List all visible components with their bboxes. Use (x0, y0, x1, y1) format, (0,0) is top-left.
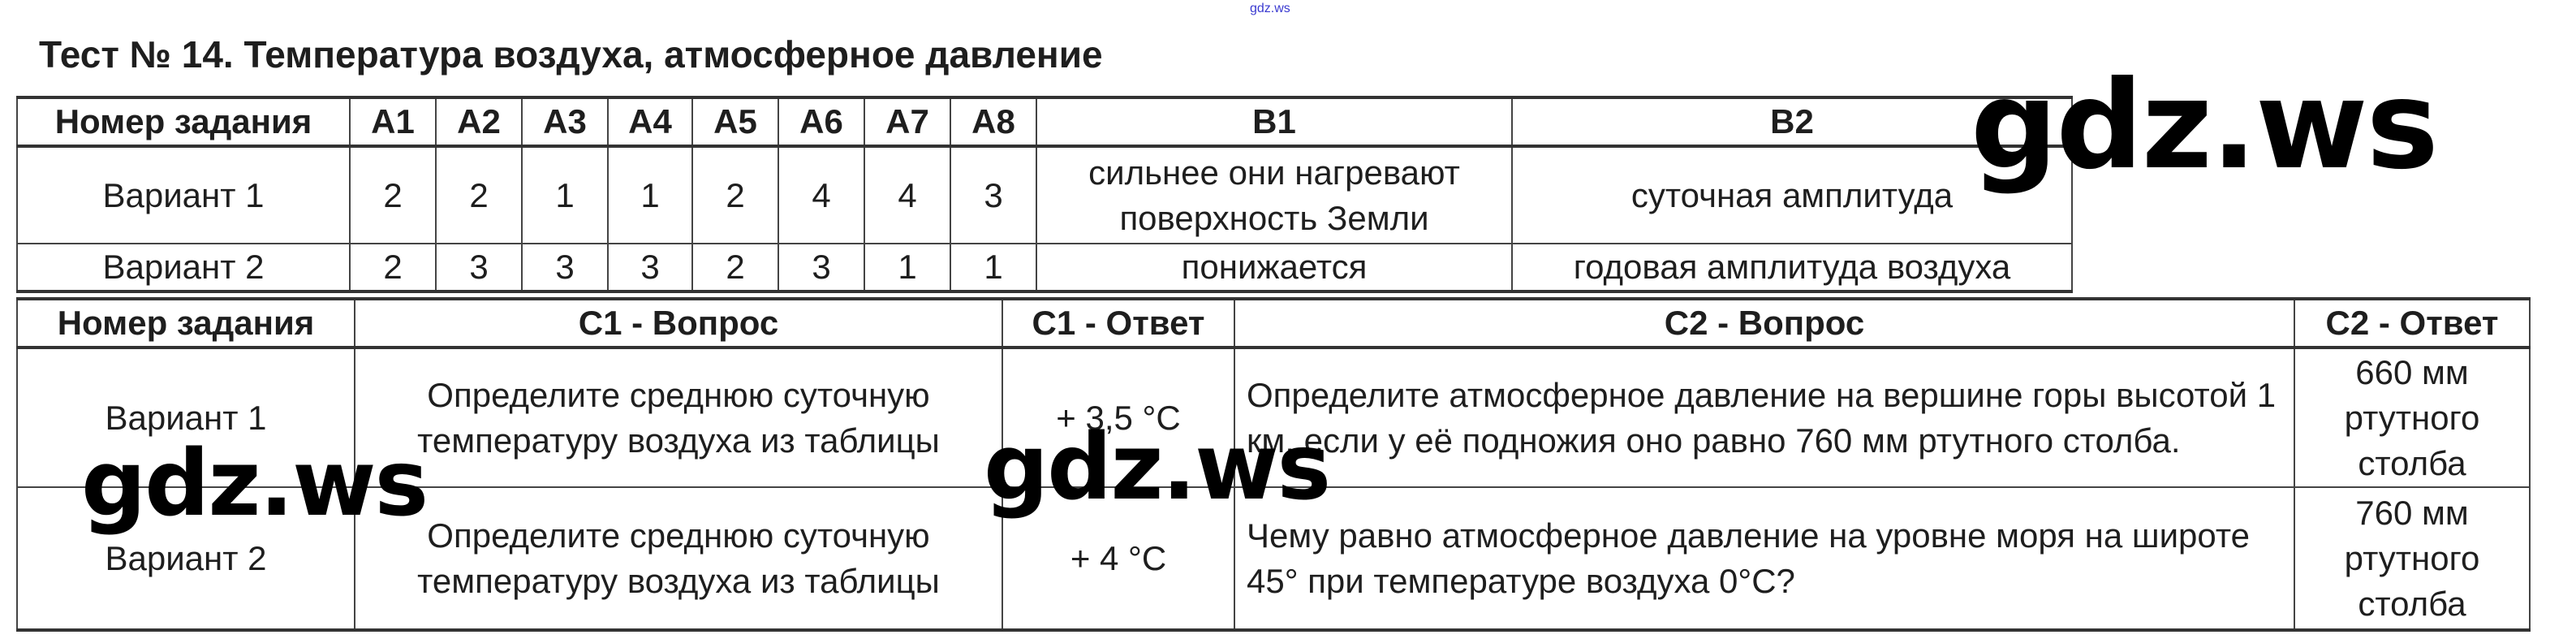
cell: Чему равно атмосферное давление на уровн… (1234, 486, 2295, 632)
cell: Вариант 2 (16, 486, 355, 632)
header-cell: A1 (349, 96, 437, 148)
header-cell: C1 - Вопрос (354, 297, 1003, 349)
cell: Вариант 2 (16, 243, 351, 293)
cell: 1 (950, 243, 1037, 293)
watermark: gdz.ws (1971, 55, 2439, 196)
table-header-row: Номер задания C1 - Вопрос C1 - Ответ C2 … (16, 297, 2531, 349)
header-cell: A6 (778, 96, 865, 148)
header-cell: C2 - Вопрос (1234, 297, 2295, 349)
answers-table-a-b: Номер задания A1 A2 A3 A4 A5 A6 A7 A8 B1… (16, 96, 2073, 293)
table-row: Вариант 2 Определите среднюю суточную те… (16, 486, 2531, 632)
cell: 1 (864, 243, 951, 293)
header-cell: A3 (521, 96, 609, 148)
cell: 4 (864, 145, 951, 244)
cell: 1 (521, 145, 609, 244)
cell: 3 (778, 243, 865, 293)
cell: Вариант 1 (16, 347, 355, 488)
header-cell: Номер задания (16, 96, 351, 148)
page-title: Тест № 14. Температура воздуха, атмосфер… (39, 33, 1103, 76)
header-cell: A5 (691, 96, 779, 148)
small-watermark: gdz.ws (1250, 2, 1290, 15)
cell: 2 (435, 145, 523, 244)
cell: 3 (607, 243, 693, 293)
cell: Вариант 1 (16, 145, 351, 244)
cell: 660 мм ртутного столба (2294, 347, 2531, 488)
cell: 2 (691, 145, 779, 244)
cell: Определите атмосферное давление на верши… (1234, 347, 2295, 488)
cell: 1 (607, 145, 693, 244)
cell: Определите среднюю суточную температуру … (354, 486, 1003, 632)
header-cell: Номер задания (16, 297, 355, 349)
header-cell: B2 (1511, 96, 2073, 148)
header-cell: A2 (435, 96, 523, 148)
cell: Определите среднюю суточную температуру … (354, 347, 1003, 488)
table-row: Вариант 1 Определите среднюю суточную те… (16, 347, 2531, 488)
header-cell: A8 (950, 96, 1037, 148)
cell: 2 (349, 243, 437, 293)
watermark: gdz.ws (984, 415, 1331, 520)
cell: сильнее они нагревают поверхность Земли (1036, 145, 1513, 244)
header-cell: B1 (1036, 96, 1513, 148)
cell: 3 (521, 243, 609, 293)
table-row: Вариант 1 2 2 1 1 2 4 4 3 сильнее они на… (16, 145, 2073, 244)
header-cell: A4 (607, 96, 693, 148)
cell: 4 (778, 145, 865, 244)
cell: годовая амплитуда воздуха (1511, 243, 2073, 293)
table-row: Вариант 2 2 3 3 3 2 3 1 1 понижается год… (16, 243, 2073, 293)
cell: + 4 °C (1002, 486, 1235, 632)
watermark: gdz.ws (81, 431, 429, 537)
cell: 3 (950, 145, 1037, 244)
answers-table-c: Номер задания C1 - Вопрос C1 - Ответ C2 … (16, 297, 2531, 632)
header-cell: C2 - Ответ (2294, 297, 2531, 349)
cell: 760 мм ртутного столба (2294, 486, 2531, 632)
cell: понижается (1036, 243, 1513, 293)
cell: суточная амплитуда (1511, 145, 2073, 244)
cell: 2 (349, 145, 437, 244)
cell: + 3,5 °C (1002, 347, 1235, 488)
cell: 2 (691, 243, 779, 293)
header-cell: C1 - Ответ (1002, 297, 1235, 349)
table-header-row: Номер задания A1 A2 A3 A4 A5 A6 A7 A8 B1… (16, 96, 2073, 148)
header-cell: A7 (864, 96, 951, 148)
cell: 3 (435, 243, 523, 293)
